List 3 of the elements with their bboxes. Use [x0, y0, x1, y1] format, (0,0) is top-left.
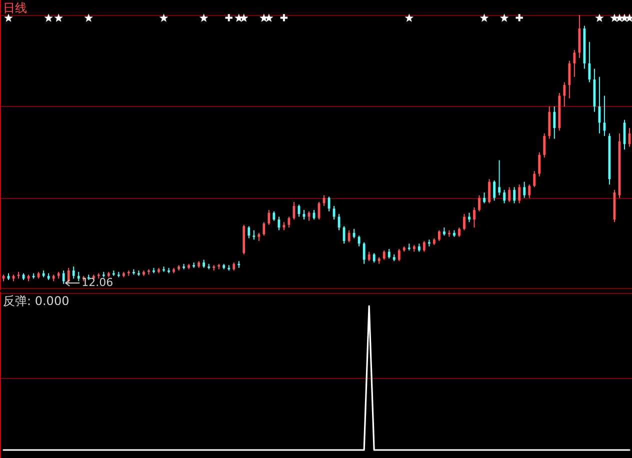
chart-title: 日线: [3, 1, 27, 15]
annotation: 12.06: [82, 276, 114, 289]
chart-title: 反弹: 0.000: [3, 294, 70, 308]
